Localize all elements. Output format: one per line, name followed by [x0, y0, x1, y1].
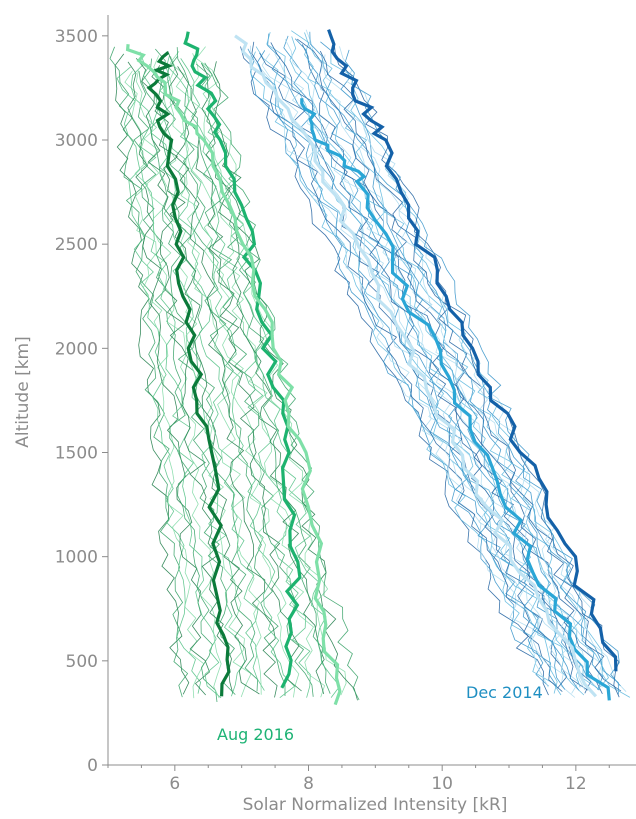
profile-line [304, 32, 609, 690]
profile-line [180, 58, 311, 698]
profile-line [274, 53, 580, 694]
profile-line [204, 62, 360, 701]
profile-line [177, 66, 302, 692]
y-tick-label: 3000 [55, 131, 98, 151]
profile-line [153, 55, 252, 698]
profile-line [200, 62, 325, 695]
profile-line [291, 30, 601, 691]
profile-line [250, 51, 562, 696]
mean-profile-line [327, 29, 618, 672]
profile-line [201, 62, 341, 698]
y-tick-label: 1500 [55, 444, 98, 464]
mean-profile-line [125, 44, 342, 706]
y-tick-label: 0 [87, 756, 98, 776]
mean-profile-line [183, 31, 302, 689]
profile-line [255, 46, 558, 694]
profile-line [168, 67, 296, 699]
profile-line [251, 41, 563, 692]
y-tick-label: 3500 [55, 27, 98, 47]
profile-line [322, 54, 603, 688]
profile-line [333, 40, 620, 698]
profile-line [135, 57, 234, 694]
profile-line [127, 61, 210, 696]
y-tick-label: 1000 [55, 548, 98, 568]
profile-line [259, 52, 568, 689]
mean-profile-line [234, 34, 598, 698]
x-tick-label: 10 [431, 774, 453, 794]
axis-ticks: 0 500 1000 1500 2000 2500 3000 3500 6 8 10 12 [55, 27, 610, 794]
profile-line [294, 38, 600, 691]
profile-line [167, 50, 278, 698]
profile-line [250, 45, 549, 688]
y-tick-label: 2500 [55, 235, 98, 255]
profile-line [339, 46, 627, 692]
profile-line [189, 53, 326, 698]
profile-line [195, 46, 347, 696]
profile-line [247, 48, 549, 687]
mean-profile-line [146, 51, 231, 697]
profile-line [151, 65, 260, 695]
profile-line [296, 38, 603, 694]
profile-line [267, 33, 566, 690]
profile-line [305, 29, 596, 688]
profile-line [109, 46, 189, 698]
profile-line [320, 41, 619, 695]
profile-line [133, 70, 218, 703]
x-tick-label: 12 [565, 774, 587, 794]
profile-line [261, 53, 576, 698]
profile-line [135, 70, 222, 699]
profile-line [124, 70, 205, 699]
profile-line [309, 31, 604, 689]
profile-line [130, 51, 222, 699]
annotation-dec-2014: Dec 2014 [466, 683, 543, 702]
profile-line [167, 56, 286, 696]
profile-line [240, 46, 549, 696]
y-tick-label: 500 [66, 652, 98, 672]
plot-lines [109, 29, 631, 706]
x-tick-label: 6 [169, 774, 180, 794]
x-tick-label: 8 [303, 774, 314, 794]
x-axis-label: Solar Normalized Intensity [kR] [243, 795, 508, 815]
profile-line [143, 63, 246, 697]
profile-line [159, 56, 265, 691]
y-tick-label: 2000 [55, 339, 98, 359]
profile-line [116, 66, 202, 694]
mean-profile-line [300, 98, 611, 701]
annotation-aug-2016: Aug 2016 [217, 725, 294, 744]
profile-line [169, 56, 262, 695]
profile-line [319, 50, 622, 692]
profile-line [169, 50, 300, 698]
y-axis-label: Altitude [km] [13, 336, 33, 448]
